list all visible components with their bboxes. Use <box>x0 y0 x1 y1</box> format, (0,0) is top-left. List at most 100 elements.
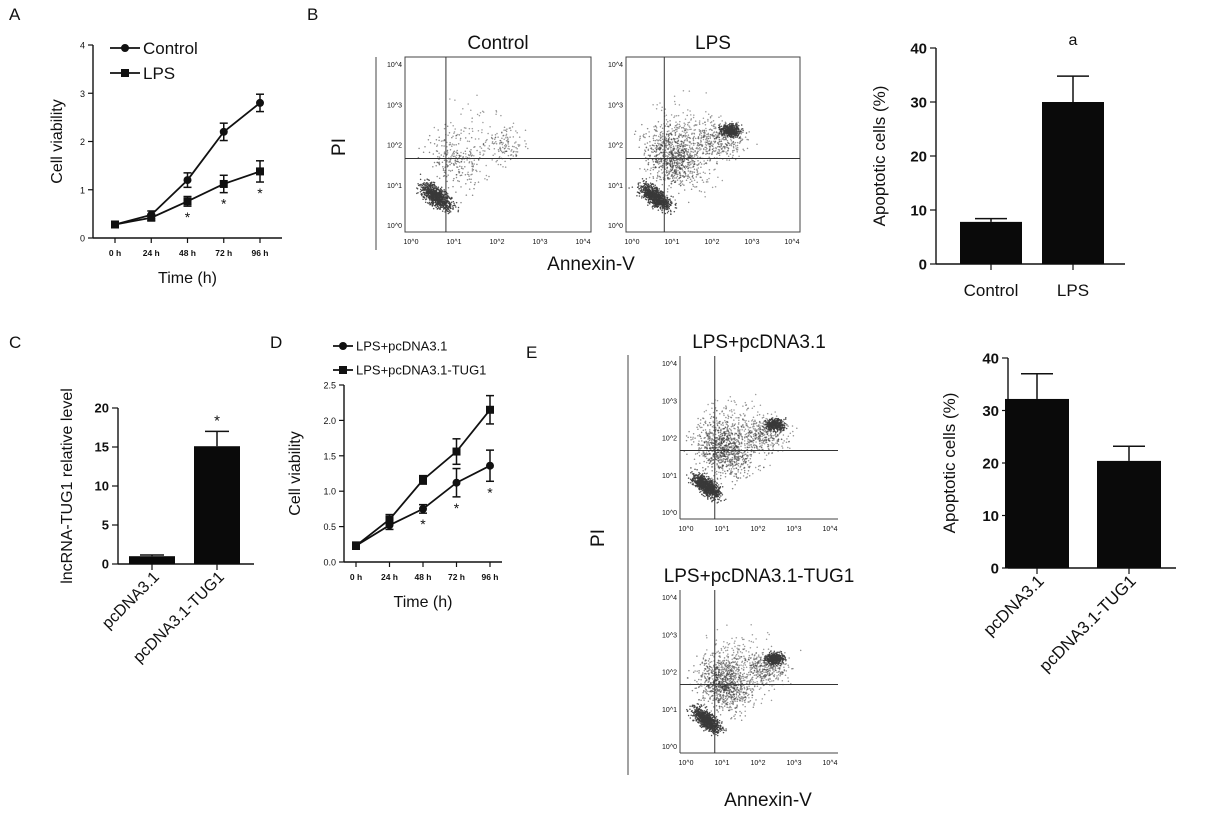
event-dot <box>727 126 730 129</box>
event-dot <box>662 202 664 205</box>
event-dot <box>675 164 677 167</box>
event-dot <box>652 183 655 185</box>
event-dot <box>697 137 700 140</box>
event-dot <box>710 124 713 127</box>
event-dot <box>470 161 473 163</box>
event-dot <box>446 193 449 195</box>
event-dot <box>745 132 748 134</box>
legend-label: LPS+pcDNA3.1 <box>356 339 447 354</box>
event-dot <box>676 142 679 145</box>
event-dot <box>664 145 666 147</box>
event-dot <box>453 131 456 133</box>
event-dot <box>524 129 527 132</box>
y-tick-label: 30 <box>910 94 927 111</box>
event-dot <box>424 188 427 191</box>
y-tick-label: 20 <box>95 401 109 416</box>
event-dot <box>455 163 458 165</box>
event-dot <box>647 163 649 165</box>
event-dot <box>471 163 474 165</box>
event-dot <box>440 206 443 208</box>
event-dot <box>640 197 643 199</box>
event-dot <box>455 176 458 179</box>
event-dot <box>426 196 428 198</box>
event-dot <box>471 165 473 168</box>
event-dot <box>652 161 655 163</box>
event-dot <box>649 140 651 143</box>
event-dot <box>452 155 455 158</box>
event-dot <box>730 138 732 140</box>
event-dot <box>443 145 445 147</box>
event-dot <box>655 125 657 128</box>
event-dot <box>662 206 665 209</box>
event-dot <box>697 172 699 175</box>
event-dot <box>453 164 455 166</box>
x-tick-label: 24 h <box>381 572 398 582</box>
event-dot <box>673 161 676 163</box>
event-dot <box>445 197 448 199</box>
event-dot <box>713 134 715 137</box>
event-dot <box>491 159 493 161</box>
event-dot <box>662 132 664 135</box>
event-dot <box>673 210 676 213</box>
event-dot <box>436 200 439 203</box>
event-dot <box>647 183 650 185</box>
event-dot <box>486 179 488 181</box>
event-dot <box>438 163 441 166</box>
event-dot <box>431 196 434 199</box>
event-dot <box>657 148 660 150</box>
event-dot <box>689 160 692 163</box>
event-dot <box>456 152 459 155</box>
event-dot <box>687 163 689 166</box>
event-dot <box>661 130 663 133</box>
event-dot <box>453 150 456 153</box>
event-dot <box>686 175 689 177</box>
event-dot <box>433 196 435 198</box>
event-dot <box>450 121 452 124</box>
event-dot <box>720 144 722 147</box>
event-dot <box>448 131 451 134</box>
event-dot <box>488 175 490 178</box>
event-dot <box>676 128 678 130</box>
event-dot <box>637 183 640 185</box>
event-dot <box>421 194 423 197</box>
event-dot <box>677 169 679 172</box>
event-dot <box>473 183 476 186</box>
event-dot <box>712 147 715 149</box>
event-dot <box>433 194 436 197</box>
event-dot <box>500 141 503 143</box>
event-dot <box>661 211 664 214</box>
y-tick-label: 1.0 <box>323 487 336 497</box>
event-dot <box>499 146 501 149</box>
event-dot <box>715 162 718 164</box>
event-dot <box>643 168 646 170</box>
event-dot <box>431 201 433 204</box>
event-dot <box>642 185 644 188</box>
event-dot <box>658 188 661 190</box>
event-dot <box>497 148 500 151</box>
event-dot <box>664 168 666 171</box>
event-dot <box>712 120 715 122</box>
event-dot <box>688 90 691 92</box>
event-dot <box>744 136 747 138</box>
event-dot <box>458 154 460 156</box>
event-dot <box>659 201 661 204</box>
event-dot <box>656 188 659 190</box>
event-dot <box>643 195 645 197</box>
event-dot <box>664 149 667 151</box>
event-dot <box>703 131 706 133</box>
event-dot <box>688 136 691 139</box>
event-dot <box>664 212 667 215</box>
category-label: pcDNA3.1 <box>99 569 163 633</box>
event-dot <box>502 142 504 144</box>
event-dot <box>742 148 744 150</box>
event-dot <box>683 172 685 174</box>
event-dot <box>442 166 444 168</box>
event-dot <box>721 493 724 496</box>
event-dot <box>444 172 447 174</box>
event-dot <box>443 171 446 174</box>
event-dot <box>704 121 706 123</box>
event-dot <box>703 163 705 165</box>
event-dot <box>488 145 491 147</box>
event-dot <box>718 139 720 141</box>
event-dot <box>675 202 677 205</box>
